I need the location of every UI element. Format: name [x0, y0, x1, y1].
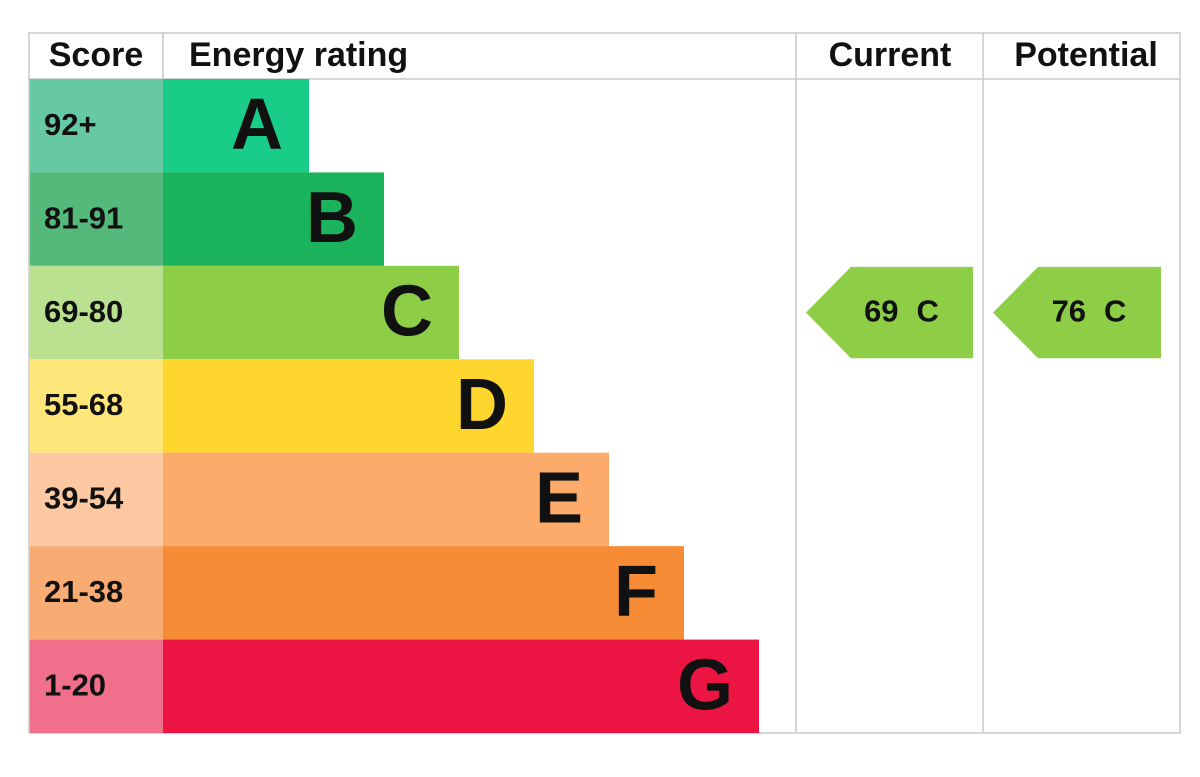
score-cell	[29, 452, 163, 547]
rating-bar	[163, 452, 609, 547]
rating-value: 76 C	[1052, 294, 1127, 329]
score-range: 81-91	[44, 200, 123, 235]
rating-bar	[163, 265, 459, 360]
rating-arrow	[806, 266, 973, 359]
score-cell	[29, 546, 163, 640]
rating-band: C	[1104, 294, 1126, 329]
score-range: 21-38	[44, 574, 123, 609]
rating-arrow	[993, 266, 1161, 359]
rating-letter: A	[231, 85, 283, 165]
score-cell	[29, 172, 163, 266]
rating-score: 76	[1052, 294, 1086, 329]
header-rating: Energy rating	[189, 36, 408, 74]
rating-letter: C	[381, 272, 433, 352]
rating-letter: D	[456, 365, 508, 445]
rating-letter: E	[535, 458, 583, 538]
rating-band: C	[917, 294, 939, 329]
score-range: 69-80	[44, 294, 123, 329]
header-score: Score	[49, 36, 144, 74]
rating-bar	[163, 79, 309, 173]
header-current: Current	[829, 36, 952, 74]
header-potential: Potential	[1014, 36, 1158, 74]
score-range: 1-20	[44, 667, 106, 702]
rating-bar	[163, 172, 384, 266]
rating-value: 69 C	[864, 294, 939, 329]
score-cell	[29, 639, 163, 733]
score-cell	[29, 265, 163, 360]
rating-letter: B	[306, 178, 358, 258]
score-cell	[29, 79, 163, 173]
score-range: 39-54	[44, 481, 124, 516]
rating-bar	[163, 359, 534, 453]
rating-bar	[163, 546, 684, 640]
score-range: 92+	[44, 107, 97, 142]
score-range: 55-68	[44, 387, 123, 422]
rating-score: 69	[864, 294, 898, 329]
rating-letter: G	[677, 645, 733, 725]
rating-letter: F	[614, 552, 658, 632]
rating-bar	[163, 639, 759, 733]
score-cell	[29, 359, 163, 453]
